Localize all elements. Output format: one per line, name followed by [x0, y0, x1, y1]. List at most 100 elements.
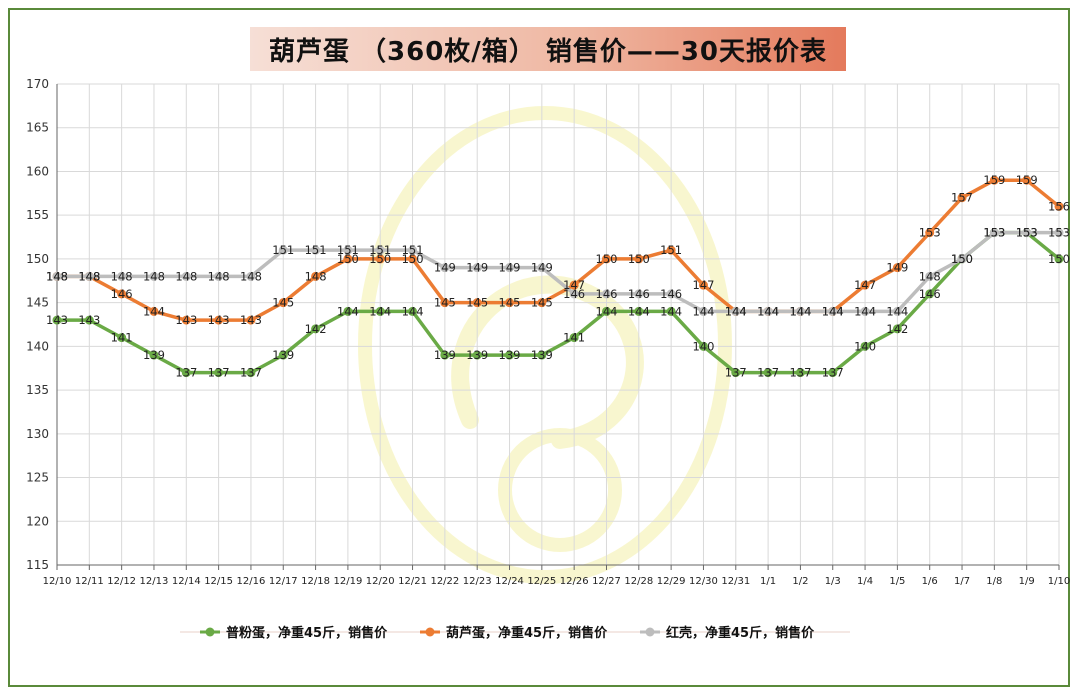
y-tick-label: 165	[26, 121, 49, 135]
data-point	[408, 306, 418, 316]
data-point	[828, 368, 838, 378]
data-point	[989, 228, 999, 238]
data-label: 142	[305, 322, 327, 336]
data-label: 153	[919, 226, 941, 240]
data-label: 144	[789, 304, 811, 318]
data-label: 143	[46, 313, 68, 327]
data-point	[698, 280, 708, 290]
data-point	[343, 306, 353, 316]
x-tick-label: 1/7	[954, 576, 970, 587]
data-point	[537, 298, 547, 308]
x-tick-label: 1/4	[857, 576, 873, 587]
x-tick-label: 12/17	[269, 576, 298, 587]
x-tick-label: 12/20	[366, 576, 395, 587]
data-point	[246, 271, 256, 281]
data-point	[860, 306, 870, 316]
data-point	[84, 315, 94, 325]
data-point	[1022, 175, 1032, 185]
data-label: 147	[854, 278, 876, 292]
x-tick-label: 1/8	[986, 576, 1002, 587]
data-label: 146	[111, 287, 133, 301]
data-point	[1022, 228, 1032, 238]
data-label: 139	[143, 348, 165, 362]
data-point	[925, 228, 935, 238]
data-point	[989, 175, 999, 185]
x-tick-label: 12/31	[721, 576, 750, 587]
data-label: 150	[951, 252, 973, 266]
series-line-1	[57, 230, 1061, 375]
data-point	[375, 245, 385, 255]
data-label: 144	[757, 304, 779, 318]
data-point	[117, 271, 127, 281]
data-label: 151	[660, 243, 682, 257]
data-point	[763, 306, 773, 316]
data-point	[505, 350, 515, 360]
data-label: 141	[563, 331, 585, 345]
data-label: 148	[240, 269, 262, 283]
data-label: 148	[919, 269, 941, 283]
data-point	[246, 315, 256, 325]
data-label: 145	[466, 296, 488, 310]
data-point	[892, 306, 902, 316]
data-point	[601, 254, 611, 264]
data-label: 144	[369, 304, 391, 318]
data-point	[343, 245, 353, 255]
data-point	[311, 324, 321, 334]
data-point	[537, 350, 547, 360]
watermark-logo	[358, 106, 732, 584]
data-point	[860, 341, 870, 351]
data-point	[278, 298, 288, 308]
data-label: 137	[240, 366, 262, 380]
data-point	[537, 263, 547, 273]
x-tick-label: 12/25	[527, 576, 556, 587]
data-label: 137	[822, 366, 844, 380]
x-tick-label: 12/15	[204, 576, 233, 587]
data-label: 150	[596, 252, 618, 266]
data-label: 146	[563, 287, 585, 301]
data-point	[795, 306, 805, 316]
data-point	[149, 306, 159, 316]
data-point	[795, 368, 805, 378]
data-point	[666, 306, 676, 316]
x-tick-label: 1/2	[792, 576, 808, 587]
legend-swatch-marker	[205, 627, 215, 637]
data-point	[149, 271, 159, 281]
data-point	[731, 306, 741, 316]
data-label: 137	[175, 366, 197, 380]
data-label: 151	[402, 243, 424, 257]
data-label: 148	[78, 269, 100, 283]
data-label: 146	[660, 287, 682, 301]
data-point	[311, 271, 321, 281]
axes: 115 120 125 130 135 140 145 150 155 160 165 170 12/1…	[26, 77, 1070, 587]
x-tick-label: 12/23	[463, 576, 492, 587]
data-label: 143	[208, 313, 230, 327]
data-point	[408, 254, 418, 264]
legend-swatch-marker	[645, 627, 655, 637]
series-lines	[52, 175, 1064, 378]
y-tick-label: 130	[26, 427, 49, 441]
data-label: 139	[499, 348, 521, 362]
data-point	[505, 263, 515, 273]
data-label: 141	[111, 331, 133, 345]
legend-swatch-marker	[425, 627, 435, 637]
data-label: 137	[208, 366, 230, 380]
data-label: 153	[983, 226, 1005, 240]
y-tick-label: 170	[26, 77, 49, 91]
x-tick-label: 12/12	[107, 576, 136, 587]
data-label: 147	[692, 278, 714, 292]
data-label: 143	[175, 313, 197, 327]
data-point	[311, 245, 321, 255]
y-tick-label: 135	[26, 383, 49, 397]
data-point	[440, 298, 450, 308]
data-label: 144	[822, 304, 844, 318]
data-label: 150	[628, 252, 650, 266]
data-point	[440, 263, 450, 273]
x-tick-label: 12/18	[301, 576, 330, 587]
data-label: 139	[466, 348, 488, 362]
y-tick-label: 145	[26, 296, 49, 310]
data-point	[957, 193, 967, 203]
data-label: 147	[563, 278, 585, 292]
data-label: 143	[78, 313, 100, 327]
data-label: 139	[272, 348, 294, 362]
data-point	[1054, 228, 1064, 238]
